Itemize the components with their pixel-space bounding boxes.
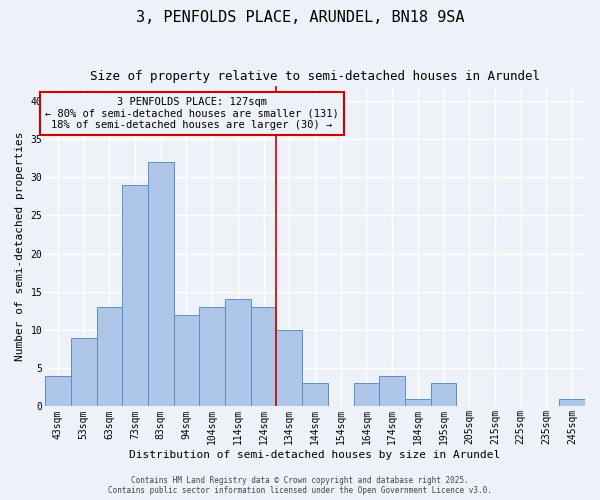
- Bar: [97, 307, 122, 406]
- Text: 3, PENFOLDS PLACE, ARUNDEL, BN18 9SA: 3, PENFOLDS PLACE, ARUNDEL, BN18 9SA: [136, 10, 464, 25]
- Y-axis label: Number of semi-detached properties: Number of semi-detached properties: [15, 131, 25, 360]
- Bar: [277, 330, 302, 406]
- Bar: [559, 399, 585, 406]
- Bar: [199, 307, 225, 406]
- Text: 3 PENFOLDS PLACE: 127sqm
← 80% of semi-detached houses are smaller (131)
18% of : 3 PENFOLDS PLACE: 127sqm ← 80% of semi-d…: [45, 97, 338, 130]
- Bar: [45, 376, 71, 406]
- Bar: [71, 338, 97, 406]
- X-axis label: Distribution of semi-detached houses by size in Arundel: Distribution of semi-detached houses by …: [130, 450, 500, 460]
- Bar: [405, 399, 431, 406]
- Bar: [173, 314, 199, 406]
- Bar: [431, 384, 457, 406]
- Bar: [148, 162, 173, 406]
- Bar: [302, 384, 328, 406]
- Bar: [379, 376, 405, 406]
- Bar: [251, 307, 277, 406]
- Bar: [225, 300, 251, 406]
- Text: Contains HM Land Registry data © Crown copyright and database right 2025.
Contai: Contains HM Land Registry data © Crown c…: [108, 476, 492, 495]
- Title: Size of property relative to semi-detached houses in Arundel: Size of property relative to semi-detach…: [90, 70, 540, 83]
- Bar: [353, 384, 379, 406]
- Bar: [122, 185, 148, 406]
